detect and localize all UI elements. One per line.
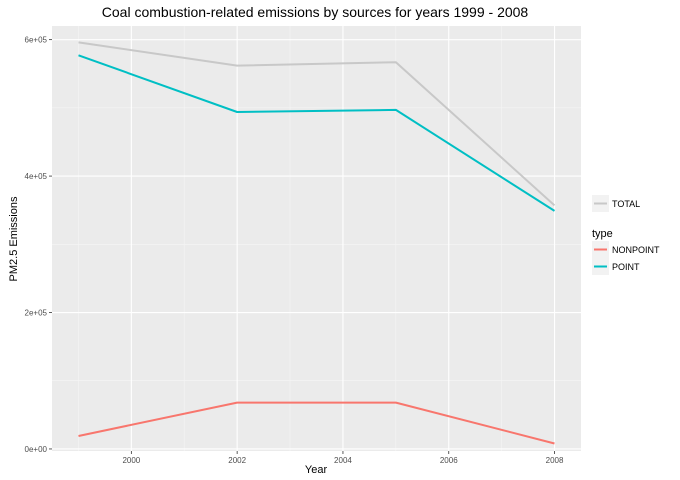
x-tick-label: 2008	[546, 456, 564, 465]
y-axis-title: PM2.5 Emissions	[8, 196, 20, 281]
plot-panel	[52, 26, 581, 451]
series-line-total	[78, 41, 556, 207]
x-axis: 2000 2002 2004 2006 2008	[122, 451, 564, 465]
y-tick-label: 4e+05	[25, 172, 48, 181]
x-tick-label: 2004	[334, 456, 352, 465]
x-tick-label: 2000	[122, 456, 140, 465]
grid-minor	[52, 26, 581, 451]
series-line-nonpoint	[78, 401, 555, 445]
y-tick-label: 6e+05	[25, 36, 48, 45]
y-tick-label: 0e+00	[25, 445, 48, 454]
grid-major	[52, 26, 581, 451]
legend: TOTAL type NONPOINT POINT	[592, 195, 660, 275]
legend-label-point: POINT	[612, 262, 640, 272]
y-axis: 0e+00 2e+05 4e+05 6e+05	[25, 36, 52, 454]
legend-label-nonpoint: NONPOINT	[612, 245, 660, 255]
chart-title: Coal combustion-related emissions by sou…	[102, 4, 529, 20]
x-tick-label: 2002	[228, 456, 246, 465]
legend-label-total: TOTAL	[612, 199, 640, 209]
x-axis-title: Year	[305, 464, 328, 476]
x-tick-label: 2006	[440, 456, 458, 465]
legend-title: type	[592, 228, 613, 240]
y-tick-label: 2e+05	[25, 309, 48, 318]
series-lines	[78, 41, 556, 445]
series-line-point	[78, 54, 556, 212]
